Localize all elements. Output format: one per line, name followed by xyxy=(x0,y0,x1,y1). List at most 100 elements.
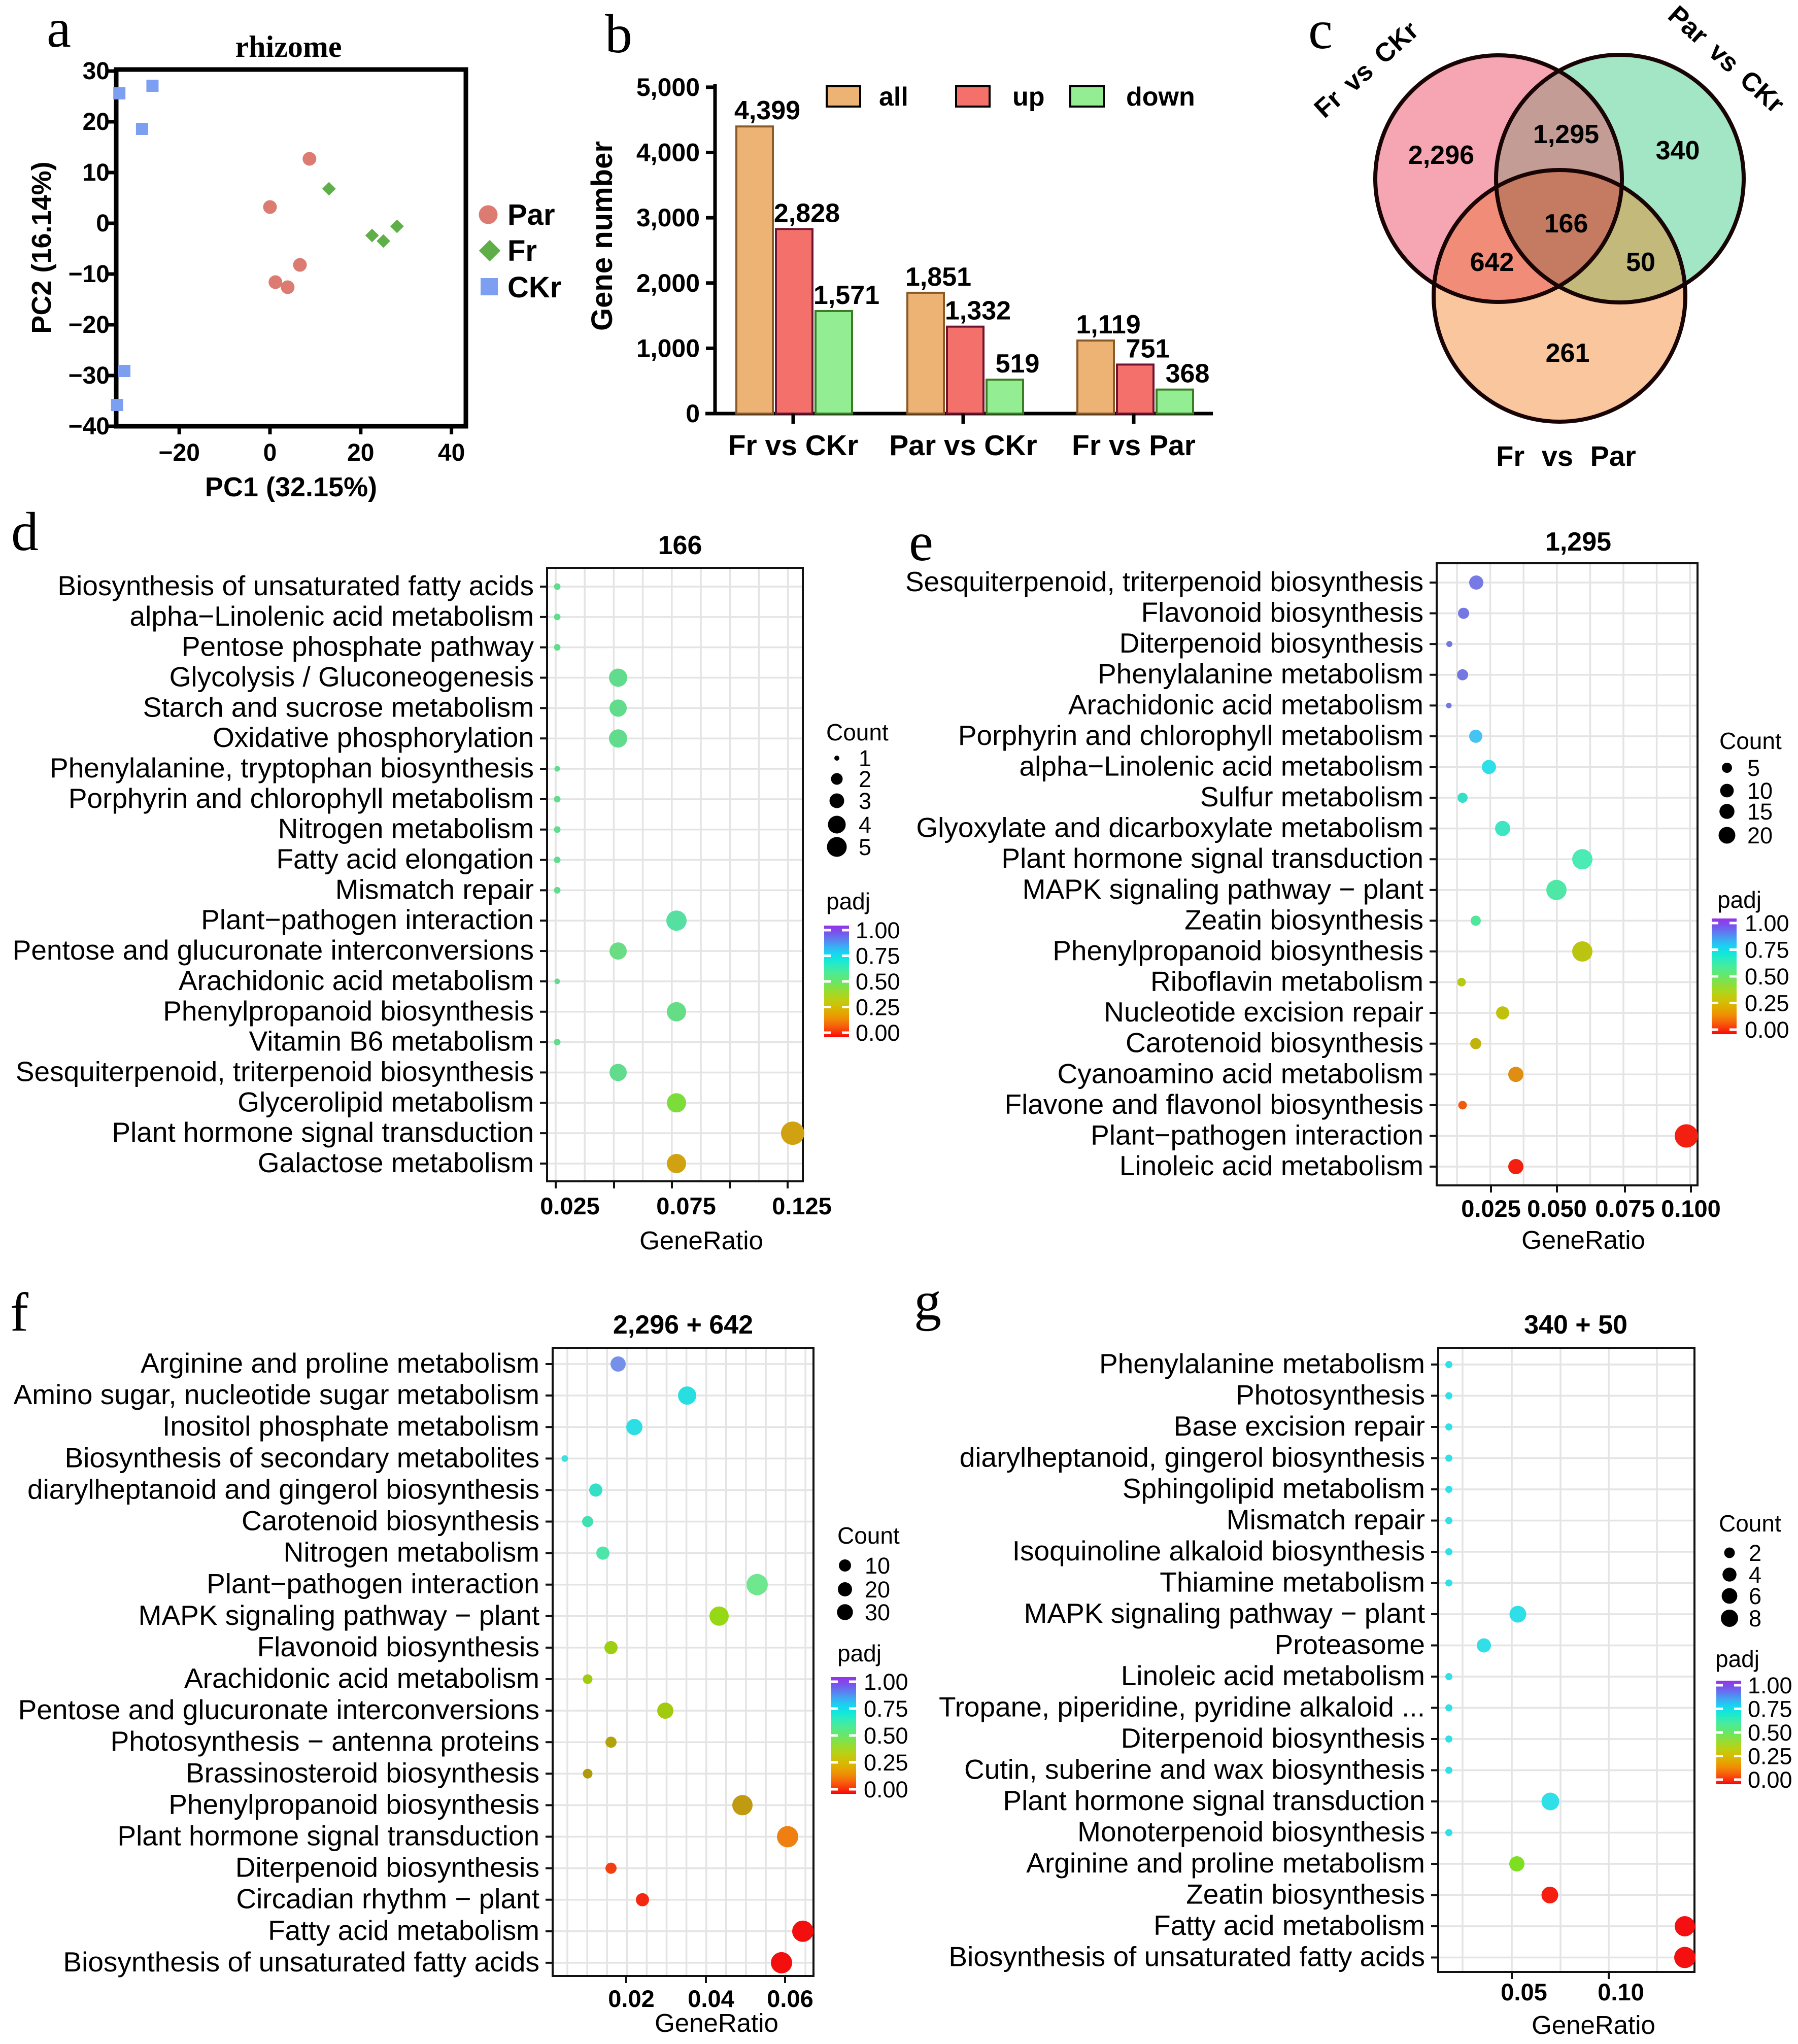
svg-text:Brassinosteroid biosynthesis: Brassinosteroid biosynthesis xyxy=(186,1757,539,1788)
svg-text:MAPK signaling pathway − plant: MAPK signaling pathway − plant xyxy=(139,1599,539,1631)
svg-text:166: 166 xyxy=(1544,209,1588,239)
svg-text:1,295: 1,295 xyxy=(1533,120,1599,149)
svg-text:Carotenoid biosynthesis: Carotenoid biosynthesis xyxy=(1126,1027,1423,1059)
svg-text:5,000: 5,000 xyxy=(636,73,700,101)
svg-text:0.75: 0.75 xyxy=(856,943,900,969)
svg-text:1.00: 1.00 xyxy=(864,1669,908,1695)
svg-text:Starch and sucrose metabolism: Starch and sucrose metabolism xyxy=(143,691,534,723)
svg-text:Flavonoid biosynthesis: Flavonoid biosynthesis xyxy=(257,1631,539,1662)
svg-text:Gene number: Gene number xyxy=(586,141,619,331)
svg-text:diarylheptanoid, gingerol bios: diarylheptanoid, gingerol biosynthesis xyxy=(960,1442,1425,1473)
svg-text:0.50: 0.50 xyxy=(856,969,900,995)
svg-text:Biosynthesis of unsaturated fa: Biosynthesis of unsaturated fatty acids xyxy=(63,1946,539,1978)
svg-text:Oxidative phosphorylation: Oxidative phosphorylation xyxy=(213,722,534,753)
svg-text:Flavonoid biosynthesis: Flavonoid biosynthesis xyxy=(1141,597,1423,628)
svg-text:751: 751 xyxy=(1126,334,1170,363)
svg-text:0.06: 0.06 xyxy=(767,1985,813,2012)
svg-text:Count: Count xyxy=(1719,1510,1781,1537)
svg-text:0.25: 0.25 xyxy=(864,1750,908,1776)
svg-text:MAPK signaling pathway − plant: MAPK signaling pathway − plant xyxy=(1024,1597,1425,1629)
svg-text:−20: −20 xyxy=(69,312,110,338)
svg-text:5: 5 xyxy=(859,834,871,860)
svg-text:Circadian rhythm − plant: Circadian rhythm − plant xyxy=(236,1883,539,1915)
svg-text:down: down xyxy=(1126,82,1195,112)
svg-text:Biosynthesis of secondary meta: Biosynthesis of secondary metabolites xyxy=(65,1442,539,1473)
svg-text:642: 642 xyxy=(1470,248,1514,277)
svg-text:2,296: 2,296 xyxy=(1408,141,1474,170)
svg-text:f: f xyxy=(10,1282,28,1343)
svg-text:0.00: 0.00 xyxy=(864,1777,908,1802)
svg-text:Base excision repair: Base excision repair xyxy=(1174,1410,1425,1442)
svg-text:Phenylalanine metabolism: Phenylalanine metabolism xyxy=(1098,658,1423,690)
svg-text:Phenylalanine metabolism: Phenylalanine metabolism xyxy=(1099,1348,1425,1379)
svg-text:−30: −30 xyxy=(69,362,110,389)
svg-text:Porphyrin and chlorophyll meta: Porphyrin and chlorophyll metabolism xyxy=(958,720,1423,751)
svg-text:Phenylpropanoid biosynthesis: Phenylpropanoid biosynthesis xyxy=(1053,935,1423,966)
svg-text:368: 368 xyxy=(1166,359,1210,389)
svg-text:Plant hormone signal transduct: Plant hormone signal transduction xyxy=(1001,842,1423,874)
svg-text:Plant−pathogen interaction: Plant−pathogen interaction xyxy=(207,1568,539,1599)
svg-text:Count: Count xyxy=(826,719,889,745)
svg-text:10: 10 xyxy=(1747,778,1773,804)
svg-text:Cutin, suberine and wax biosyn: Cutin, suberine and wax biosynthesis xyxy=(964,1754,1425,1785)
svg-text:GeneRatio: GeneRatio xyxy=(639,1226,763,1255)
svg-text:1.00: 1.00 xyxy=(1748,1673,1792,1698)
svg-text:2,828: 2,828 xyxy=(774,198,840,228)
svg-text:Nitrogen metabolism: Nitrogen metabolism xyxy=(278,813,534,844)
svg-text:20: 20 xyxy=(83,109,110,135)
svg-text:Biosynthesis of unsaturated fa: Biosynthesis of unsaturated fatty acids xyxy=(948,1941,1425,1972)
svg-text:−40: −40 xyxy=(69,413,110,440)
svg-text:0.025: 0.025 xyxy=(1461,1195,1521,1222)
svg-text:4,000: 4,000 xyxy=(636,139,700,167)
svg-text:PC1 (32.15%): PC1 (32.15%) xyxy=(205,472,377,502)
svg-text:Diterpenoid biosynthesis: Diterpenoid biosynthesis xyxy=(235,1852,539,1883)
svg-text:20: 20 xyxy=(865,1577,890,1603)
svg-text:3,000: 3,000 xyxy=(636,203,700,232)
svg-text:Sesquiterpenoid, triterpenoid: Sesquiterpenoid, triterpenoid biosynthes… xyxy=(16,1055,534,1087)
svg-text:0.075: 0.075 xyxy=(1595,1195,1655,1222)
svg-text:Plant−pathogen interaction: Plant−pathogen interaction xyxy=(1091,1119,1423,1150)
svg-text:Plant hormone signal transduct: Plant hormone signal transduction xyxy=(117,1820,539,1852)
svg-text:261: 261 xyxy=(1546,338,1590,368)
svg-text:30: 30 xyxy=(865,1599,890,1625)
svg-text:Phenylalanine, tryptophan bios: Phenylalanine, tryptophan biosynthesis xyxy=(50,752,534,783)
svg-text:Glyoxylate and dicarboxylate m: Glyoxylate and dicarboxylate metabolism xyxy=(916,812,1423,843)
svg-text:Cyanoamino acid metabolism: Cyanoamino acid metabolism xyxy=(1058,1058,1423,1089)
svg-text:Nitrogen metabolism: Nitrogen metabolism xyxy=(284,1537,539,1568)
svg-text:1.00: 1.00 xyxy=(856,917,900,943)
svg-text:1,332: 1,332 xyxy=(945,296,1011,326)
svg-text:Inositol phosphate metabolism: Inositol phosphate metabolism xyxy=(162,1410,539,1442)
svg-text:GeneRatio: GeneRatio xyxy=(655,2008,778,2037)
svg-text:CKr: CKr xyxy=(507,271,561,304)
svg-text:Plant−pathogen interaction: Plant−pathogen interaction xyxy=(201,904,534,935)
svg-text:Tropane, piperidine, pyridine: Tropane, piperidine, pyridine alkaloid .… xyxy=(939,1691,1425,1723)
svg-text:0.10: 0.10 xyxy=(1598,1979,1644,2005)
svg-text:Pentose and glucuronate interc: Pentose and glucuronate interconversions xyxy=(18,1694,539,1725)
svg-text:GeneRatio: GeneRatio xyxy=(1521,1225,1645,1254)
svg-text:1.00: 1.00 xyxy=(1745,910,1789,936)
svg-text:0.00: 0.00 xyxy=(1745,1017,1789,1043)
svg-text:2: 2 xyxy=(859,766,871,792)
svg-text:Galactose metabolism: Galactose metabolism xyxy=(258,1147,534,1178)
svg-text:Pentose and glucuronate interc: Pentose and glucuronate interconversions xyxy=(13,934,534,966)
svg-text:e: e xyxy=(909,512,933,572)
svg-text:Arginine and proline metabolis: Arginine and proline metabolism xyxy=(141,1347,539,1379)
svg-text:Sesquiterpenoid, triterpenoid: Sesquiterpenoid, triterpenoid biosynthes… xyxy=(905,566,1423,597)
svg-text:4: 4 xyxy=(859,812,871,838)
svg-text:Glycerolipid metabolism: Glycerolipid metabolism xyxy=(238,1086,534,1117)
svg-text:c: c xyxy=(1308,0,1333,60)
svg-text:0.25: 0.25 xyxy=(1748,1744,1792,1769)
svg-text:4,399: 4,399 xyxy=(734,96,800,125)
svg-text:Fatty acid metabolism: Fatty acid metabolism xyxy=(268,1915,539,1946)
svg-text:0.25: 0.25 xyxy=(856,995,900,1020)
svg-text:20: 20 xyxy=(1747,823,1773,848)
svg-text:Fatty acid elongation: Fatty acid elongation xyxy=(276,843,534,875)
svg-text:Plant hormone signal transduct: Plant hormone signal transduction xyxy=(112,1116,534,1148)
svg-text:0: 0 xyxy=(263,439,277,466)
svg-text:Porphyrin and chlorophyll meta: Porphyrin and chlorophyll metabolism xyxy=(69,782,534,814)
svg-text:1,295: 1,295 xyxy=(1545,527,1611,557)
svg-text:d: d xyxy=(11,502,39,562)
svg-text:1,119: 1,119 xyxy=(1076,310,1140,339)
svg-text:Riboflavin metabolism: Riboflavin metabolism xyxy=(1150,966,1423,997)
svg-text:0.02: 0.02 xyxy=(608,1985,654,2012)
